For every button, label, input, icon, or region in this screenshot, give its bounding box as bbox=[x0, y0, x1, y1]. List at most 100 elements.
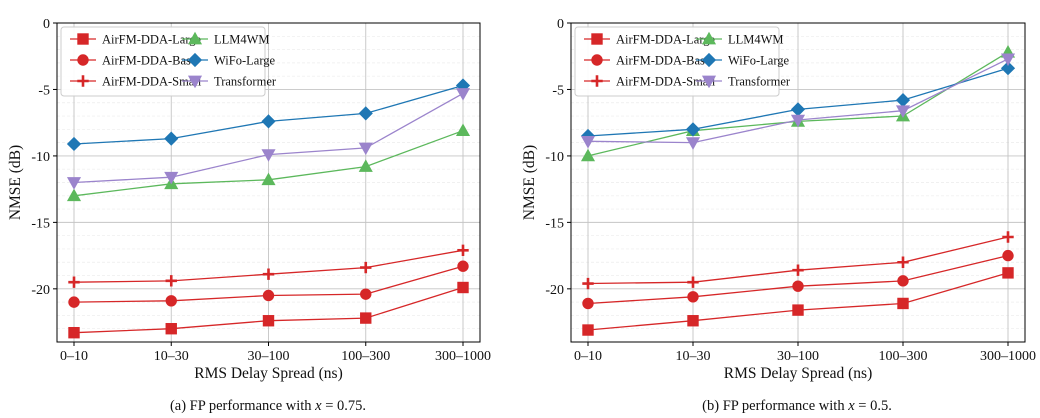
data-point-llm4wm bbox=[580, 148, 596, 162]
y-tick-label: -20 bbox=[31, 283, 50, 298]
data-point-transformer bbox=[685, 137, 701, 150]
data-point-airfm-dda-large bbox=[262, 315, 275, 327]
data-point-airfm-dda-small bbox=[792, 264, 804, 276]
data-point-airfm-dda-small bbox=[582, 277, 594, 290]
data-point-airfm-dda-large bbox=[897, 297, 909, 310]
y-tick-label: -15 bbox=[31, 216, 50, 231]
data-point-airfm-dda-base bbox=[360, 288, 372, 300]
series-group bbox=[580, 45, 1016, 336]
data-point-wifo-large bbox=[790, 102, 806, 117]
x-tick-label: 10–30 bbox=[154, 349, 189, 364]
legend-label: AirFM-DDA-Small bbox=[616, 75, 716, 89]
data-point-wifo-large bbox=[66, 136, 82, 152]
legend-marker bbox=[77, 33, 89, 45]
legend-label: LLM4WM bbox=[728, 33, 784, 47]
data-point-llm4wm bbox=[66, 188, 82, 202]
x-tick-label: 30–100 bbox=[777, 349, 819, 364]
caption-variable: x bbox=[314, 398, 322, 414]
data-point-wifo-large bbox=[164, 131, 179, 146]
data-point-airfm-dda-large bbox=[457, 281, 469, 294]
y-tick-label: -10 bbox=[545, 150, 564, 165]
data-point-transformer bbox=[1000, 53, 1016, 67]
data-point-airfm-dda-base bbox=[1002, 249, 1014, 262]
legend-marker bbox=[701, 31, 717, 45]
data-point-airfm-dda-small bbox=[897, 256, 909, 268]
data-point-airfm-dda-small bbox=[360, 261, 372, 274]
legend-marker bbox=[77, 54, 89, 66]
data-point-airfm-dda-large bbox=[165, 323, 177, 335]
x-tick-label: 0–10 bbox=[60, 349, 88, 364]
data-point-wifo-large bbox=[685, 122, 701, 137]
data-point-airfm-dda-large bbox=[582, 324, 594, 336]
data-point-wifo-large bbox=[358, 106, 373, 121]
data-point-airfm-dda-small bbox=[1002, 231, 1014, 243]
data-point-wifo-large bbox=[1000, 61, 1016, 76]
legend-label: AirFM-DDA-Base bbox=[102, 54, 197, 68]
data-point-airfm-dda-base bbox=[165, 295, 177, 307]
legend-label: AirFM-DDA-Large bbox=[102, 33, 202, 47]
caption-variable: x bbox=[847, 398, 855, 414]
x-tick-label: 30–100 bbox=[248, 349, 290, 364]
series-group bbox=[66, 78, 471, 339]
legend-marker bbox=[187, 52, 203, 68]
data-point-airfm-dda-base bbox=[582, 297, 594, 310]
x-axis-title: RMS Delay Spread (ns) bbox=[194, 365, 343, 382]
legend-box bbox=[60, 26, 266, 97]
data-point-transformer bbox=[790, 114, 806, 128]
data-point-airfm-dda-base bbox=[262, 289, 275, 302]
chart-panel-a: 0 -5 -10 -15 -20 0–10 10–30 30–100 100–300 300–10… bbox=[7, 17, 491, 414]
legend-marker bbox=[701, 75, 717, 89]
legend-marker bbox=[701, 52, 717, 68]
legend-label: AirFM-DDA-Base bbox=[616, 54, 711, 68]
data-point-airfm-dda-small bbox=[165, 275, 177, 287]
data-point-airfm-dda-small bbox=[262, 268, 275, 280]
y-axis-title: NMSE (dB) bbox=[521, 145, 538, 220]
legend-box bbox=[574, 26, 780, 97]
data-point-transformer bbox=[358, 142, 373, 156]
y-tick-label: -15 bbox=[545, 216, 564, 231]
data-point-airfm-dda-base bbox=[68, 296, 80, 308]
legend-marker bbox=[187, 31, 203, 45]
data-point-airfm-dda-small bbox=[68, 276, 80, 288]
legend: AirFM-DDA-Large AirFM-DDA-Base AirFM-DDA-S… bbox=[60, 26, 277, 97]
data-point-llm4wm bbox=[261, 172, 276, 186]
legend-label: LLM4WM bbox=[214, 33, 270, 47]
y-axis-title: NMSE (dB) bbox=[7, 145, 24, 220]
data-point-airfm-dda-base bbox=[792, 280, 804, 292]
data-point-airfm-dda-small bbox=[457, 244, 469, 256]
data-point-transformer bbox=[66, 177, 82, 190]
data-point-wifo-large bbox=[261, 114, 276, 129]
y-tick-label: 0 bbox=[43, 17, 50, 32]
figure-caption: (a) FP performance with x = 0.75. bbox=[170, 398, 366, 414]
data-point-transformer bbox=[895, 105, 911, 118]
data-point-airfm-dda-large bbox=[1002, 267, 1014, 279]
legend-marker bbox=[591, 75, 603, 87]
figure-caption: (b) FP performance with x = 0.5. bbox=[702, 398, 892, 414]
legend-marker bbox=[187, 75, 203, 89]
data-point-airfm-dda-large bbox=[68, 326, 80, 339]
y-tick-label: -5 bbox=[552, 83, 564, 98]
data-point-llm4wm bbox=[358, 159, 373, 172]
data-point-airfm-dda-base bbox=[897, 275, 909, 287]
x-tick-label: 100–300 bbox=[879, 349, 928, 364]
legend-label: WiFo-Large bbox=[214, 54, 276, 68]
data-point-llm4wm bbox=[455, 123, 471, 136]
legend-label: WiFo-Large bbox=[728, 54, 790, 68]
x-tick-label: 100–300 bbox=[341, 349, 390, 364]
data-point-wifo-large bbox=[895, 92, 911, 108]
data-point-airfm-dda-large bbox=[360, 312, 372, 324]
data-point-transformer bbox=[261, 149, 276, 162]
caption-prefix: (a) FP performance with bbox=[170, 398, 315, 414]
x-tick-label: 300–1000 bbox=[980, 349, 1036, 364]
legend-label: Transformer bbox=[214, 75, 277, 89]
chart-panel-b: 0 -5 -10 -15 -20 0–10 10–30 30–100 100–300 300–10… bbox=[521, 17, 1036, 414]
caption-suffix: = 0.5. bbox=[855, 398, 892, 414]
data-point-airfm-dda-base bbox=[457, 260, 469, 272]
data-point-transformer bbox=[580, 135, 596, 149]
data-point-airfm-dda-large bbox=[792, 304, 804, 316]
data-point-airfm-dda-large bbox=[687, 315, 699, 327]
legend-marker bbox=[591, 33, 603, 45]
x-tick-label: 300–1000 bbox=[435, 349, 491, 364]
data-point-transformer bbox=[164, 171, 179, 185]
